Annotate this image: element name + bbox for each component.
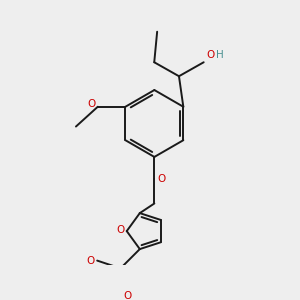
Text: O: O — [86, 256, 94, 266]
Text: O: O — [158, 174, 166, 184]
Text: O: O — [206, 50, 214, 60]
Text: O: O — [117, 225, 125, 235]
Text: O: O — [124, 291, 132, 300]
Text: H: H — [217, 50, 224, 60]
Text: O: O — [87, 99, 95, 110]
